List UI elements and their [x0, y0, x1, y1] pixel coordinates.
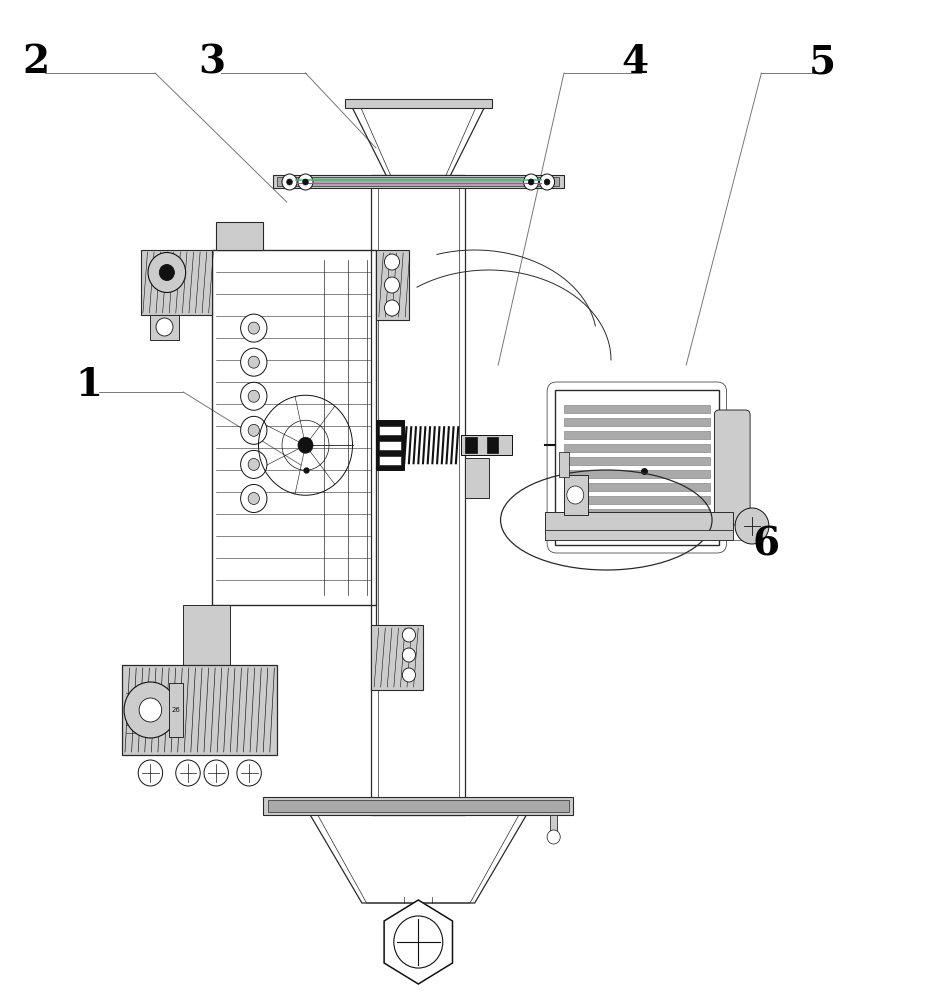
Bar — [273, 175, 564, 188]
Circle shape — [156, 318, 173, 336]
Circle shape — [298, 174, 313, 190]
Text: 2: 2 — [23, 43, 49, 81]
Polygon shape — [384, 900, 452, 984]
Text: 1: 1 — [76, 366, 102, 404]
Bar — [545, 530, 733, 540]
Bar — [371, 625, 423, 690]
Circle shape — [160, 264, 175, 280]
Bar — [379, 426, 401, 435]
Circle shape — [149, 252, 186, 292]
Text: 5: 5 — [809, 43, 836, 81]
Circle shape — [176, 760, 200, 786]
Bar — [216, 222, 263, 250]
Bar — [564, 470, 710, 478]
Circle shape — [567, 486, 584, 504]
Bar — [564, 457, 710, 465]
Circle shape — [547, 830, 560, 844]
Bar — [559, 452, 569, 477]
Bar — [461, 435, 512, 455]
Text: 3: 3 — [198, 43, 225, 81]
Circle shape — [241, 382, 267, 410]
Text: 26: 26 — [171, 707, 180, 713]
Bar — [212, 250, 376, 605]
Bar — [263, 797, 573, 815]
Circle shape — [138, 760, 163, 786]
Bar — [564, 418, 710, 426]
Bar — [564, 444, 710, 452]
Bar — [376, 420, 404, 470]
Circle shape — [237, 760, 261, 786]
Circle shape — [248, 390, 259, 402]
Circle shape — [384, 254, 400, 270]
Bar — [376, 250, 409, 320]
Bar — [150, 315, 179, 340]
Circle shape — [735, 508, 769, 544]
Circle shape — [524, 174, 539, 190]
Bar — [183, 605, 230, 665]
Bar — [277, 177, 559, 186]
Text: 4: 4 — [621, 43, 648, 81]
Bar — [555, 390, 719, 545]
Bar — [545, 512, 733, 540]
Circle shape — [402, 628, 415, 642]
Bar — [564, 405, 710, 413]
Bar — [122, 665, 277, 755]
Bar — [345, 99, 492, 108]
Circle shape — [402, 668, 415, 682]
Bar — [564, 522, 710, 530]
Bar — [169, 683, 183, 737]
Circle shape — [384, 300, 400, 316]
Bar — [564, 496, 710, 504]
Circle shape — [248, 492, 259, 504]
Circle shape — [248, 458, 259, 470]
Bar — [719, 415, 745, 520]
Circle shape — [384, 277, 400, 293]
Bar — [379, 456, 401, 465]
Bar — [564, 483, 710, 491]
Bar — [550, 815, 557, 837]
Circle shape — [241, 314, 267, 342]
Bar — [371, 175, 465, 815]
Circle shape — [540, 174, 555, 190]
Bar — [564, 475, 588, 515]
Circle shape — [139, 698, 162, 722]
Circle shape — [287, 179, 292, 185]
FancyBboxPatch shape — [714, 410, 750, 525]
Circle shape — [544, 179, 550, 185]
Circle shape — [303, 179, 308, 185]
Circle shape — [282, 174, 297, 190]
Circle shape — [248, 424, 259, 436]
Circle shape — [241, 450, 267, 478]
Bar — [141, 250, 212, 315]
Circle shape — [298, 437, 313, 453]
Circle shape — [241, 485, 267, 512]
Circle shape — [241, 416, 267, 444]
Circle shape — [241, 348, 267, 376]
Circle shape — [528, 179, 534, 185]
Circle shape — [124, 682, 177, 738]
Text: 6: 6 — [753, 526, 779, 564]
Circle shape — [248, 322, 259, 334]
Circle shape — [248, 356, 259, 368]
Bar — [564, 509, 710, 517]
Bar — [465, 437, 477, 453]
Circle shape — [204, 760, 228, 786]
Bar — [465, 458, 489, 498]
Bar — [379, 441, 401, 450]
Circle shape — [402, 648, 415, 662]
Bar — [268, 800, 569, 812]
Bar — [564, 431, 710, 439]
Bar — [487, 437, 498, 453]
